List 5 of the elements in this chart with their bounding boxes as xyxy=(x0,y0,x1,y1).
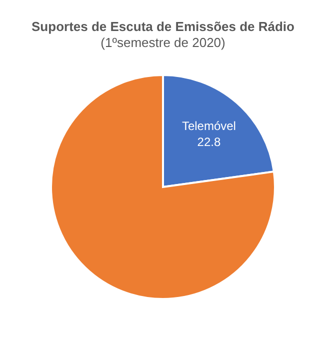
data-label: 22.8 xyxy=(197,135,221,150)
chart-title: Suportes de Escuta de Emissões de Rádio xyxy=(32,19,295,34)
chart-subtitle: (1ºsemestre de 2020) xyxy=(100,35,226,50)
pie-slice xyxy=(50,74,276,300)
slice-label: Telemóvel xyxy=(182,119,236,134)
